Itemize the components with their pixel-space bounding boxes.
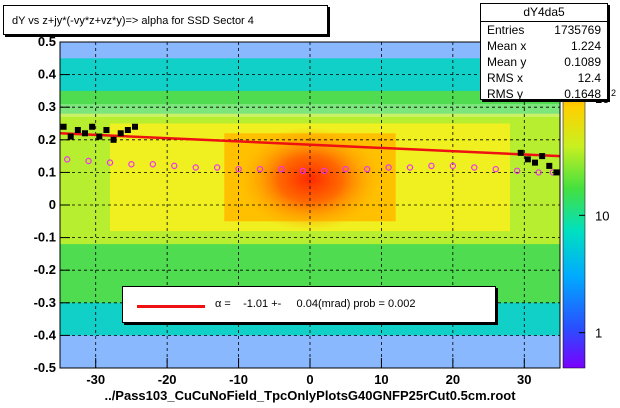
y-tick-label: -0.2 [34, 262, 56, 277]
stats-value: 12.4 [577, 71, 601, 85]
stats-box: dY4da5 Entries 1735769 Mean x 1.224 Mean… [480, 3, 608, 102]
stats-value: 1.224 [570, 39, 601, 53]
y-tick-label: 0.1 [38, 164, 56, 179]
y-tick-label: 0.4 [38, 67, 57, 82]
black-point [124, 127, 131, 134]
magenta-point [128, 161, 135, 168]
magenta-point [513, 167, 521, 174]
legend-line-swatch [137, 305, 205, 308]
magenta-point [342, 165, 349, 173]
black-point [110, 136, 117, 143]
y-tick-label: 0 [49, 197, 56, 212]
magenta-point [363, 165, 371, 173]
x-tick-label: 20 [446, 372, 460, 387]
stats-row: Mean x 1.224 [481, 38, 607, 54]
x-tick-label: 30 [517, 372, 531, 387]
legend: α = -1.01 +- 0.04(mrad) prob = 0.002 [122, 286, 496, 323]
magenta-point [192, 164, 199, 171]
legend-text: α = -1.01 +- 0.04(mrad) prob = 0.002 [215, 298, 416, 310]
magenta-point [171, 162, 178, 170]
black-point [524, 156, 531, 163]
stats-label: Mean y [487, 55, 527, 69]
stats-label: RMS x [487, 71, 523, 85]
magenta-point [406, 164, 414, 171]
color-palette: 110102 [562, 41, 616, 369]
magenta-point [535, 169, 542, 176]
black-point [74, 127, 81, 134]
black-point [532, 159, 538, 166]
black-point [553, 169, 560, 176]
magenta-point [449, 162, 457, 170]
stats-label: Entries [487, 23, 525, 37]
black-point [67, 133, 74, 140]
x-tick-label: -20 [158, 372, 177, 387]
black-point [103, 127, 110, 134]
x-axis-label: ../Pass103_CuCuNoField_TpcOnlyPlotsG40GN… [104, 388, 516, 403]
y-tick-label: 0.3 [38, 99, 56, 114]
black-point [539, 153, 546, 160]
magenta-point [471, 164, 478, 171]
y-tick-label: -0.3 [34, 295, 56, 310]
x-tick-label: 10 [374, 372, 388, 387]
heat-core [238, 126, 382, 232]
y-tick-label: 0.5 [38, 34, 56, 49]
black-point [82, 130, 88, 137]
magenta-point [256, 165, 264, 173]
magenta-point [63, 156, 71, 163]
stats-row: Entries 1735769 [481, 22, 607, 38]
y-tick-label: -0.5 [34, 360, 56, 375]
magenta-point [385, 164, 392, 171]
black-point [60, 123, 67, 130]
stats-value: 0.1648 [564, 87, 601, 101]
magenta-point [428, 162, 435, 170]
stats-value: 1735769 [554, 23, 601, 37]
stats-row: Mean y 0.1089 [481, 54, 607, 70]
black-point [117, 130, 124, 137]
black-point [517, 149, 524, 156]
fit-line-layer [59, 132, 561, 158]
palette-tick-label: 1 [595, 326, 602, 341]
magenta-point [235, 165, 242, 173]
points-layer [60, 123, 560, 176]
y-tick-label: -0.1 [34, 230, 56, 245]
stats-value: 0.1089 [564, 55, 601, 69]
palette-tick-label: 10 [595, 208, 609, 223]
chart-title-text: dY vs z+jy*(-vy*z+vz*y)=> alpha for SSD … [12, 15, 254, 27]
y-tick-label: -0.4 [34, 327, 57, 342]
y-tick-label: 0.2 [38, 132, 56, 147]
black-point [96, 133, 103, 140]
x-tick-label: -30 [86, 372, 105, 387]
stats-row: RMS y 0.1648 [481, 86, 607, 102]
chart-title: dY vs z+jy*(-vy*z+vz*y)=> alpha for SSD … [3, 5, 328, 35]
axes: -30 -20 -10 0 10 20 30 -0.5 -0.4 -0.3 -0.2 -0.1 0 0.1… [34, 34, 561, 387]
stats-name: dY4da5 [481, 4, 607, 22]
magenta-point [299, 167, 307, 174]
black-point [132, 123, 138, 130]
stats-row: RMS x 12.4 [481, 70, 607, 86]
x-tick-label: 0 [306, 372, 313, 387]
magenta-point [85, 157, 92, 165]
stats-label: Mean x [487, 39, 527, 53]
x-tick-label: -10 [229, 372, 248, 387]
magenta-point [149, 161, 157, 168]
stats-label: RMS y [487, 87, 523, 101]
fit-line [59, 132, 561, 158]
magenta-point [213, 164, 221, 171]
black-point [89, 123, 96, 130]
black-point [546, 162, 553, 169]
magenta-point [106, 159, 114, 166]
palette-tick-exponent: 2 [611, 88, 616, 98]
magenta-point [321, 167, 328, 174]
magenta-point [278, 165, 285, 173]
magenta-point [492, 165, 499, 173]
